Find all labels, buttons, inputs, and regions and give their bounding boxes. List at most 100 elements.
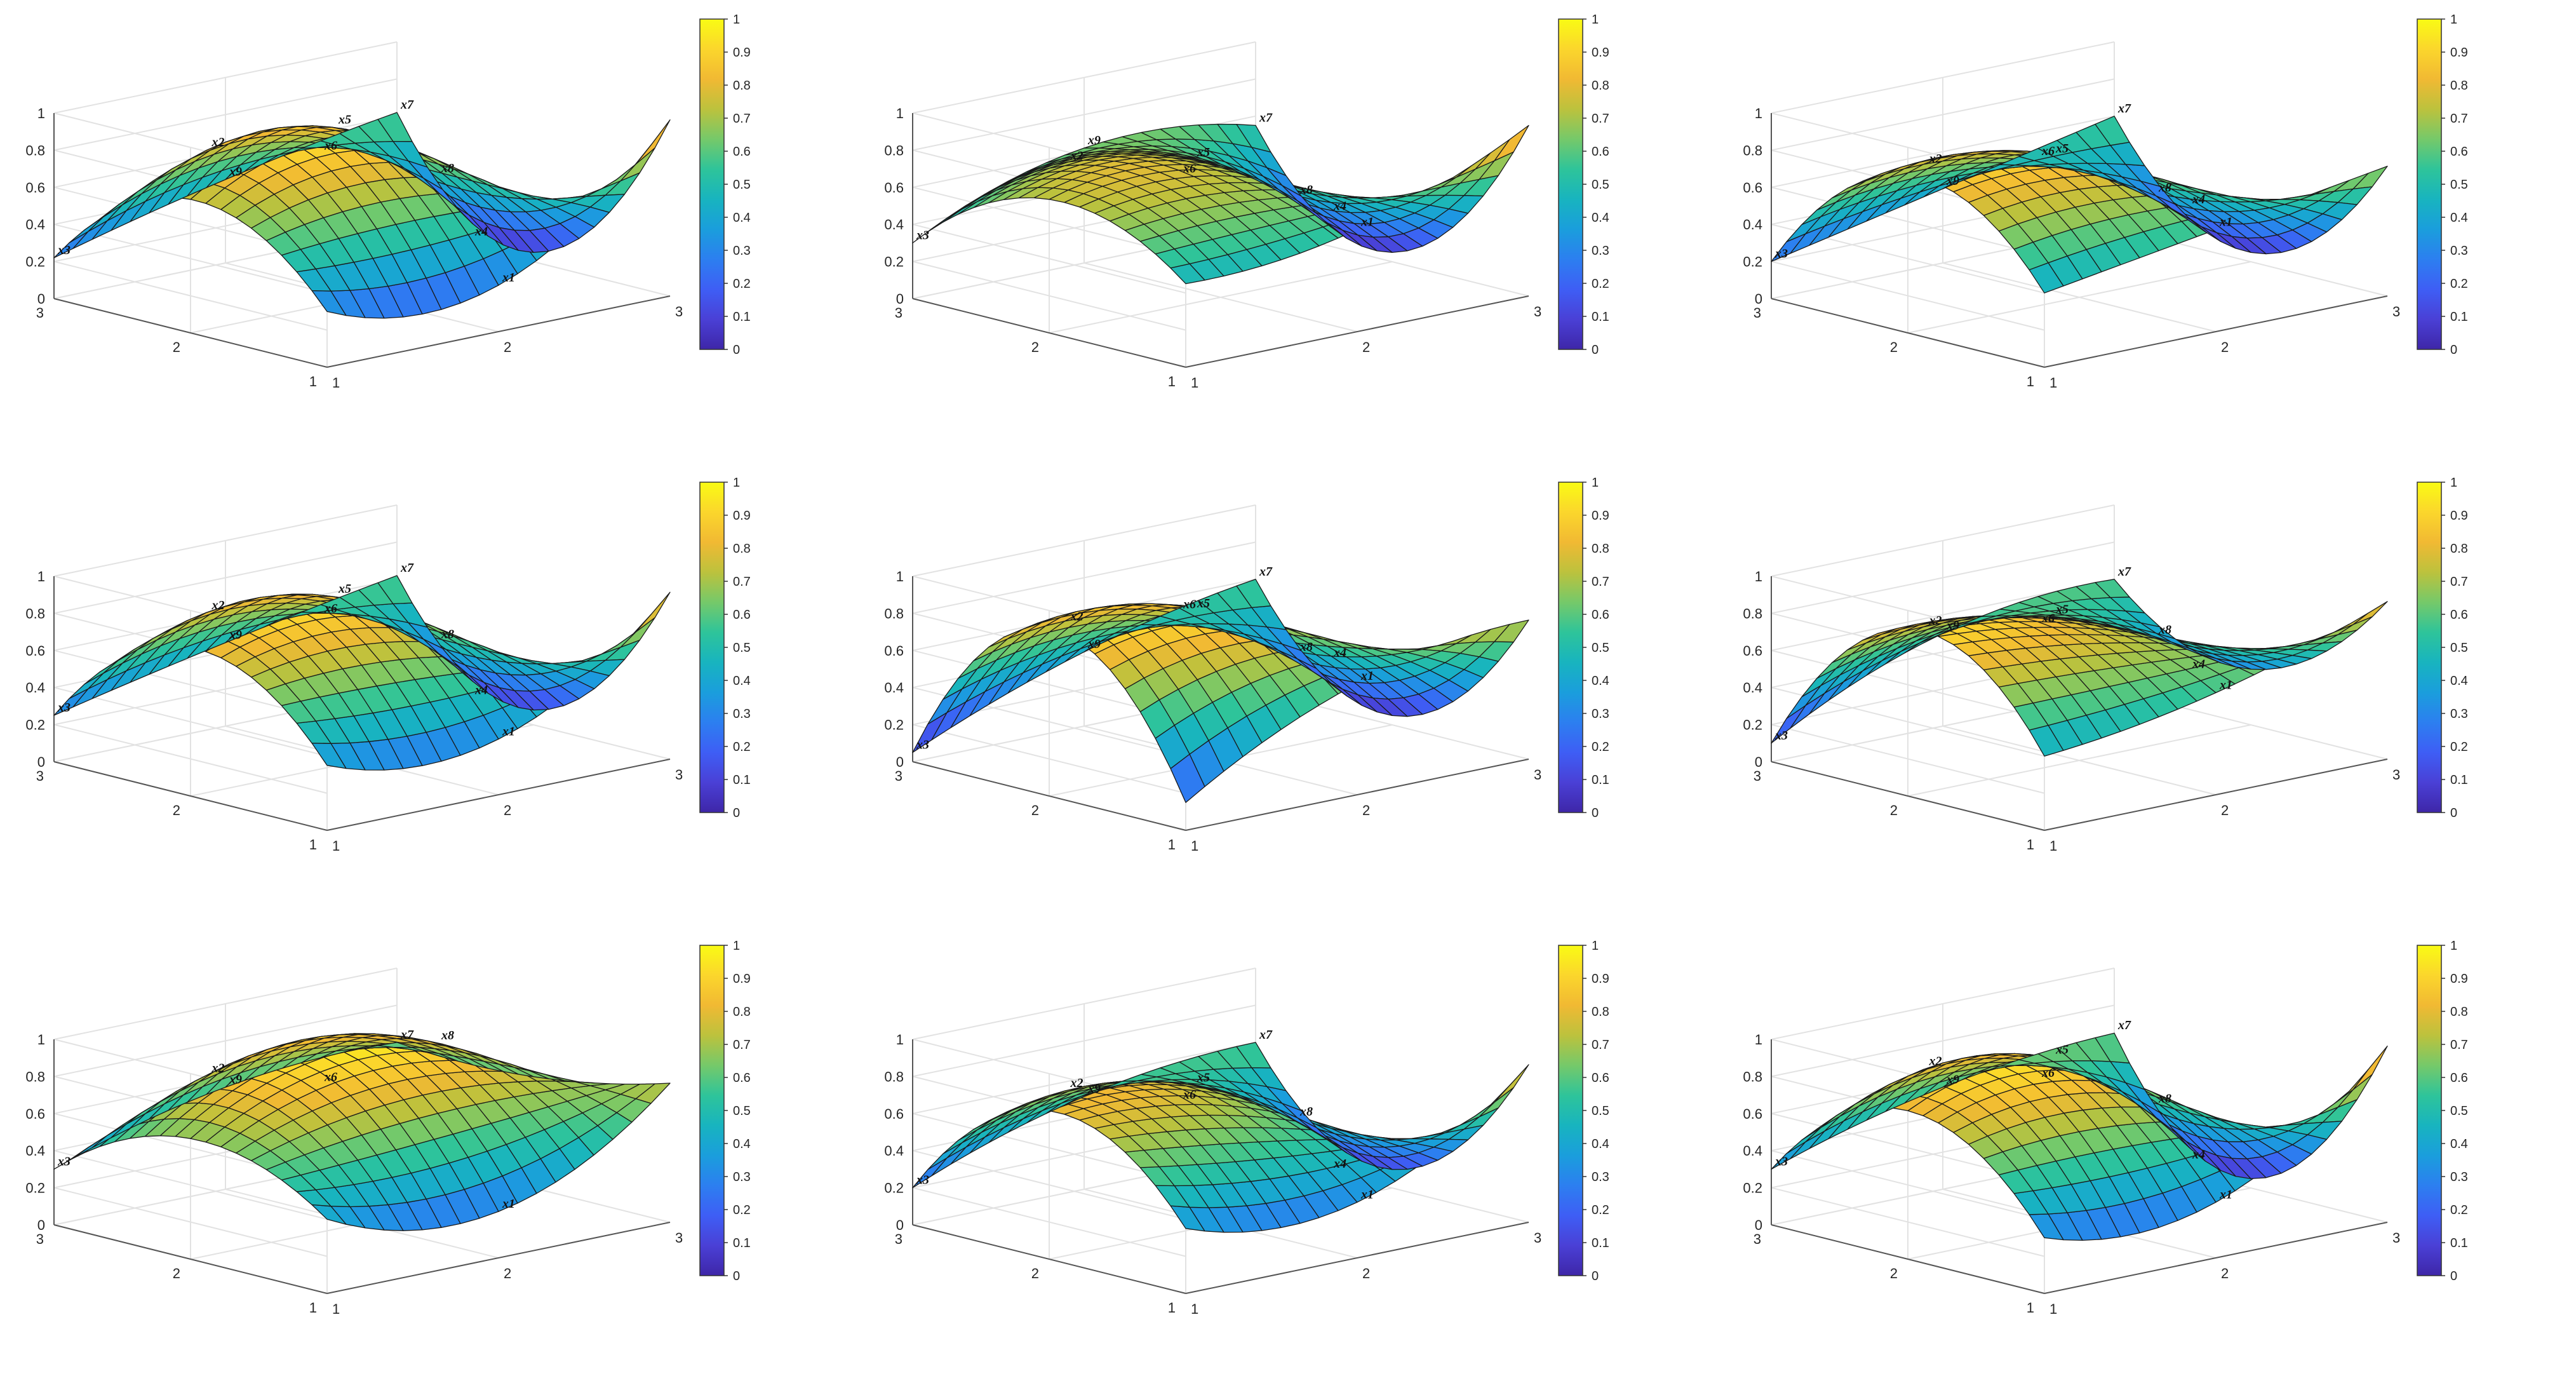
colorbar-tick-label: 0.8	[1592, 542, 1609, 556]
colorbar-tick-label: 1	[1592, 476, 1599, 490]
colorbar-tick-label: 0.1	[733, 310, 751, 324]
colorbar-tick-label: 0.1	[1592, 310, 1609, 324]
colorbar-tick-label: 0.2	[733, 740, 751, 754]
colorbar-tick-label: 0.7	[1592, 112, 1609, 126]
z-tick-label: 0.8	[25, 142, 45, 158]
node-label-x4: x4	[474, 683, 488, 697]
colorbar-tick-label: 1	[1592, 939, 1599, 953]
surface-panel: 00.20.40.60.81123123x1x2x3x4x5x6x7x8x900…	[1743, 476, 2467, 854]
colorbar-tick-label: 0.6	[1592, 608, 1609, 622]
x-axis-line	[1185, 295, 1529, 368]
colorbar-tick-label: 0.9	[2450, 46, 2468, 60]
node-label-x8: x8	[1299, 1105, 1313, 1119]
node-label-x1: x1	[502, 271, 515, 285]
surface-facet	[2352, 1045, 2388, 1090]
node-label-x8: x8	[2158, 1092, 2171, 1106]
x-tick-label: 1	[2049, 375, 2057, 391]
z-tick-label: 0.2	[25, 1180, 45, 1196]
colorbar-tick-label: 0	[733, 343, 740, 357]
node-label-x1: x1	[1360, 669, 1374, 683]
node-label-x7: x7	[2117, 102, 2131, 116]
y-tick-label: 1	[1168, 374, 1176, 389]
colorbar-tick-label: 1	[2450, 13, 2457, 27]
colorbar-tick-label: 0	[1592, 806, 1599, 820]
z-tick-label: 0.4	[25, 217, 45, 233]
node-label-x1: x1	[2219, 1187, 2232, 1201]
x-tick-label: 2	[1362, 339, 1370, 355]
colorbar-tick-label: 0.7	[1592, 1038, 1609, 1052]
surface-mesh	[912, 1042, 1529, 1233]
colorbar-gradient	[699, 945, 725, 1276]
x-tick-label: 2	[504, 802, 511, 818]
node-label-x6: x6	[1183, 597, 1196, 611]
surface-mesh	[53, 575, 671, 771]
surface-panel: 00.20.40.60.81123123x1x2x3x4x5x6x7x8x900…	[884, 939, 1609, 1317]
surface-facet	[2095, 1032, 2130, 1063]
node-label-x9: x9	[229, 165, 242, 179]
colorbar: 0 0.1 0.2 0.3 0.4 0.5 0.6 0.7 0.8 0.9 1	[1558, 13, 1609, 357]
colorbar-tick-label: 0.4	[733, 211, 751, 225]
colorbar-tick-label: 0.2	[733, 277, 751, 291]
surface-mesh	[1771, 1032, 2388, 1241]
colorbar-tick-label: 0.2	[1592, 1203, 1609, 1217]
z-tick-label: 0.8	[1743, 1069, 1762, 1084]
colorbar-tick-label: 0.4	[733, 1137, 751, 1151]
x-tick-label: 3	[2392, 767, 2400, 783]
y-tick-label: 2	[1890, 802, 1898, 818]
node-label-x8: x8	[1299, 183, 1313, 197]
z-tick-label: 0	[896, 291, 904, 307]
node-label-x8: x8	[441, 1029, 454, 1042]
surface-mesh	[912, 579, 1529, 803]
surface-facet	[1479, 1087, 1514, 1117]
z-tick-label: 0	[1755, 1217, 1762, 1233]
colorbar-gradient	[699, 482, 725, 813]
axes-box	[1771, 41, 2388, 368]
y-tick-label: 2	[173, 802, 180, 818]
node-label-x7: x7	[400, 98, 414, 112]
y-axis-line	[912, 761, 1186, 831]
surface-mesh	[53, 112, 671, 319]
colorbar-tick-label: 0.4	[2450, 674, 2468, 688]
node-label-x5: x5	[2055, 142, 2069, 156]
colorbar-tick-label: 0.4	[1592, 674, 1609, 688]
x-tick-label: 2	[504, 339, 511, 355]
z-tick-label: 0.6	[1743, 180, 1762, 196]
colorbar-tick-label: 0.6	[1592, 145, 1609, 159]
surface-mesh	[912, 123, 1529, 285]
colorbar-tick-label: 0	[733, 1269, 740, 1283]
z-tick-label: 0	[1755, 291, 1762, 307]
x-tick-label: 2	[2221, 1265, 2229, 1281]
z-tick-label: 0.8	[884, 1069, 904, 1084]
colorbar-tick-label: 1	[2450, 939, 2457, 953]
colorbar-tick-label: 0	[2450, 806, 2457, 820]
z-tick-label: 1	[1755, 105, 1762, 121]
colorbar-tick-label: 0.1	[2450, 310, 2468, 324]
y-tick-label: 3	[1754, 1231, 1761, 1247]
y-tick-label: 1	[309, 1300, 317, 1316]
x-axis-line	[1185, 759, 1529, 831]
z-tick-label: 0.6	[884, 643, 904, 659]
surface-facet	[377, 1042, 413, 1048]
colorbar-tick-label: 0.5	[733, 1104, 751, 1118]
surface-facet	[1236, 579, 1271, 609]
colorbar-tick-label: 0.7	[2450, 112, 2468, 126]
node-label-x7: x7	[1259, 111, 1273, 125]
x-tick-label: 3	[1534, 767, 1541, 783]
z-tick-label: 0.6	[25, 180, 45, 196]
grid-line	[1907, 261, 2251, 334]
surface-mesh	[1771, 579, 2388, 757]
colorbar-tick-label: 0.1	[1592, 1236, 1609, 1250]
y-axis-line	[1771, 1224, 2045, 1294]
node-label-x3: x3	[916, 1173, 929, 1187]
y-tick-label: 3	[36, 305, 44, 321]
colorbar: 0 0.1 0.2 0.3 0.4 0.5 0.6 0.7 0.8 0.9 1	[1558, 476, 1609, 820]
colorbar: 0 0.1 0.2 0.3 0.4 0.5 0.6 0.7 0.8 0.9 1	[2417, 13, 2468, 357]
colorbar-tick-label: 0.9	[733, 46, 751, 60]
y-axis-line	[53, 761, 328, 831]
surface-facet	[2095, 116, 2130, 146]
x-tick-label: 2	[1362, 802, 1370, 818]
surface-facet	[635, 119, 671, 165]
